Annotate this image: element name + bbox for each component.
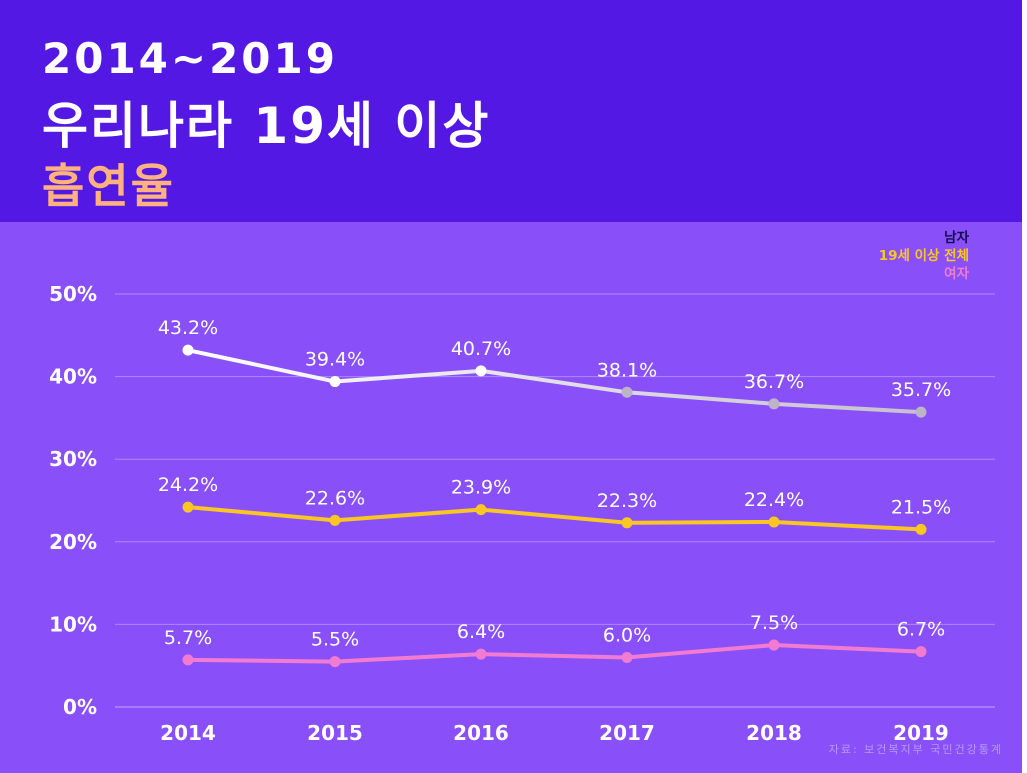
y-tick-label: 40% [49,365,97,389]
data-point-male [182,344,194,356]
y-tick-label: 10% [49,612,97,636]
x-tick-label: 2015 [307,721,363,745]
data-label-female: 6.4% [457,621,505,643]
data-point-female [329,656,341,668]
data-label-male: 39.4% [305,349,365,371]
data-point-male [475,365,487,377]
data-point-female [915,646,927,658]
source-note: 자료: 보건복지부 국민건강통계 [828,743,1003,756]
data-label-total: 22.4% [744,489,804,511]
data-point-male [621,386,633,398]
data-label-male: 40.7% [451,338,511,360]
data-label-female: 6.0% [603,624,651,646]
series-line-male [186,348,923,415]
data-point-female [182,654,194,666]
data-label-total: 22.3% [597,490,657,512]
data-point-male [915,406,927,418]
data-label-male: 35.7% [891,379,951,401]
legend-total: 19세 이상 전체 [878,248,969,264]
chart-panel [0,222,1022,773]
data-point-total [182,501,194,513]
data-point-female [621,651,633,663]
title-topic: 흡연율 [42,159,175,213]
x-tick-label: 2017 [599,721,655,745]
data-label-female: 6.7% [897,619,945,641]
data-label-total: 22.6% [305,487,365,509]
title-subject: 우리나라 19세 이상 [42,97,491,155]
data-point-total [915,523,927,535]
y-tick-label: 50% [49,282,97,306]
y-tick-label: 0% [63,695,97,719]
data-label-female: 7.5% [750,612,798,634]
data-point-total [621,517,633,529]
data-label-total: 23.9% [451,477,511,499]
data-label-female: 5.5% [311,629,359,651]
header-banner: 2014~2019 우리나라 19세 이상 흡연율 [0,0,1022,222]
series-line-total [186,505,923,532]
y-tick-label: 20% [49,530,97,554]
data-label-total: 21.5% [891,496,951,518]
data-point-male [329,376,341,388]
data-point-female [475,648,487,660]
right-margin [1022,0,1027,773]
x-tick-label: 2019 [893,721,949,745]
data-label-female: 5.7% [164,627,212,649]
x-tick-label: 2018 [746,721,802,745]
y-tick-label: 30% [49,447,97,471]
x-tick-label: 2014 [160,721,216,745]
data-point-female [768,639,780,651]
data-point-total [475,504,487,516]
data-point-total [768,516,780,528]
title-years: 2014~2019 [42,34,338,83]
legend-male: 남자 [944,230,969,246]
data-point-total [329,514,341,526]
series-line-female [186,643,923,664]
legend-female: 여자 [944,266,969,282]
data-point-male [768,398,780,410]
data-label-male: 38.1% [597,359,657,381]
legend: 남자 19세 이상 전체 여자 [879,229,969,283]
data-label-male: 36.7% [744,371,804,393]
data-label-total: 24.2% [158,474,218,496]
x-tick-label: 2016 [453,721,509,745]
data-label-male: 43.2% [158,317,218,339]
